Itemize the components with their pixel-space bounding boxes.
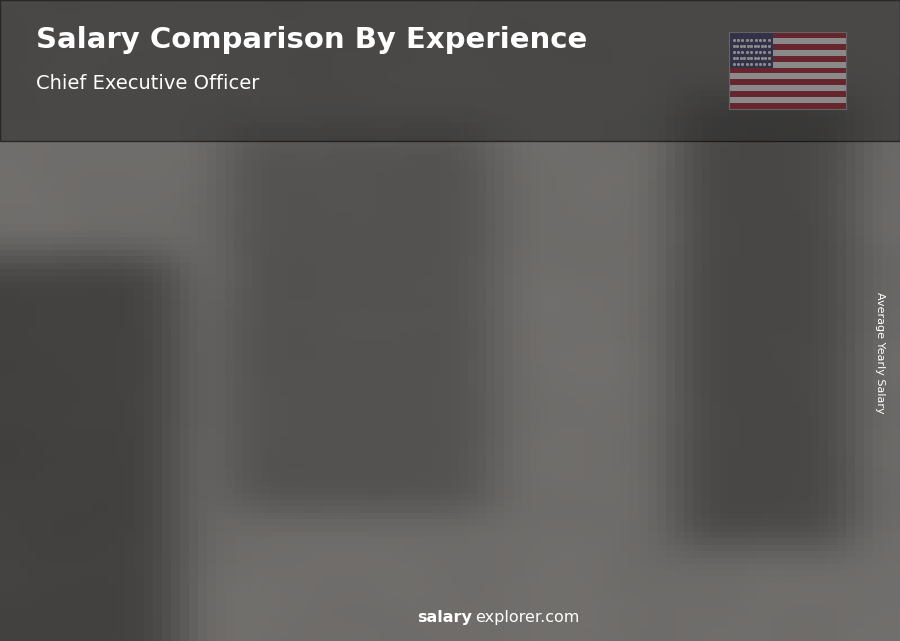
Polygon shape bbox=[567, 232, 662, 246]
Text: explorer.com: explorer.com bbox=[475, 610, 580, 625]
Text: 157,000 USD: 157,000 USD bbox=[205, 372, 292, 385]
Bar bbox=[729, 85, 846, 91]
Polygon shape bbox=[184, 389, 281, 396]
Bar bbox=[440, 572, 518, 577]
Text: +29%: +29% bbox=[138, 324, 196, 342]
Text: Salary Comparison By Experience: Salary Comparison By Experience bbox=[36, 26, 587, 54]
Bar bbox=[729, 32, 773, 67]
Text: +24%: +24% bbox=[392, 161, 451, 179]
Polygon shape bbox=[518, 255, 536, 577]
Bar bbox=[729, 97, 846, 103]
Polygon shape bbox=[312, 317, 408, 328]
Bar bbox=[729, 91, 846, 97]
Polygon shape bbox=[392, 317, 408, 577]
Bar bbox=[729, 50, 846, 56]
Text: 122,000 USD: 122,000 USD bbox=[61, 412, 148, 425]
Bar bbox=[440, 267, 449, 577]
Bar bbox=[194, 396, 264, 577]
Bar bbox=[729, 103, 846, 109]
Bar bbox=[58, 575, 137, 577]
Bar bbox=[729, 32, 846, 38]
Bar bbox=[567, 246, 577, 577]
Text: Chief Executive Officer: Chief Executive Officer bbox=[36, 74, 259, 93]
Bar bbox=[704, 224, 773, 577]
Polygon shape bbox=[58, 431, 153, 437]
Bar bbox=[695, 224, 704, 577]
Bar bbox=[67, 437, 137, 577]
Bar bbox=[567, 572, 646, 577]
Polygon shape bbox=[646, 232, 662, 577]
Text: +7%: +7% bbox=[526, 162, 572, 179]
Polygon shape bbox=[137, 431, 153, 577]
Text: salary: salary bbox=[417, 610, 472, 625]
Text: +7%: +7% bbox=[653, 151, 699, 169]
Bar bbox=[695, 572, 773, 577]
Bar bbox=[184, 396, 194, 577]
Bar bbox=[729, 74, 846, 79]
Bar bbox=[729, 38, 846, 44]
Polygon shape bbox=[264, 389, 281, 577]
Bar bbox=[729, 67, 846, 74]
Bar bbox=[312, 328, 322, 577]
Bar bbox=[729, 79, 846, 85]
Bar bbox=[58, 437, 67, 577]
Text: 307,000 USD: 307,000 USD bbox=[715, 199, 802, 212]
Bar bbox=[729, 56, 846, 62]
Polygon shape bbox=[773, 210, 790, 577]
Bar bbox=[729, 44, 846, 50]
Text: Average Yearly Salary: Average Yearly Salary bbox=[875, 292, 886, 413]
Text: 288,000 USD: 288,000 USD bbox=[571, 221, 658, 234]
Bar bbox=[577, 246, 646, 577]
Polygon shape bbox=[440, 255, 536, 267]
Bar bbox=[449, 267, 518, 577]
Text: +38%: +38% bbox=[266, 232, 324, 250]
Text: 269,000 USD: 269,000 USD bbox=[444, 243, 530, 256]
Text: 217,000 USD: 217,000 USD bbox=[316, 303, 403, 316]
Bar bbox=[184, 574, 264, 577]
Bar bbox=[322, 328, 392, 577]
Bar bbox=[729, 62, 846, 67]
Bar bbox=[312, 573, 392, 577]
Polygon shape bbox=[695, 210, 790, 224]
